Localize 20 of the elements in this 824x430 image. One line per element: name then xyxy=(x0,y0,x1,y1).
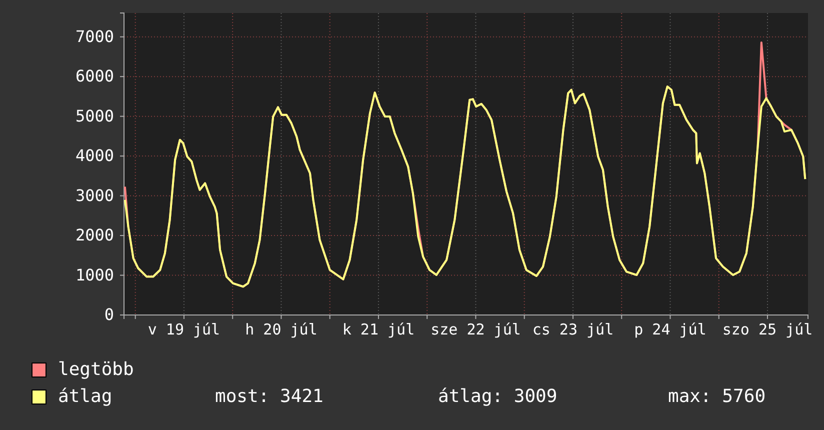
y-tick-label: 5000 xyxy=(75,106,114,126)
legend-label: legtöbb xyxy=(58,359,134,380)
y-tick-label: 2000 xyxy=(75,226,114,245)
y-tick-label: 4000 xyxy=(75,146,114,166)
y-tick-label: 6000 xyxy=(75,66,114,86)
x-tick-label: sze 22 júl xyxy=(430,320,521,339)
y-tick-label: 3000 xyxy=(75,186,114,205)
y-tick-label: 7000 xyxy=(75,26,114,46)
x-tick-label: cs 23 júl xyxy=(532,320,614,339)
x-tick-label: szo 25 júl xyxy=(722,320,813,339)
y-tick-label: 0 xyxy=(104,305,114,324)
text: most: 3421 xyxy=(215,386,324,407)
text: átlag: 3009 xyxy=(438,386,558,407)
x-tick-label: h 20 júl xyxy=(245,320,318,339)
text: max: 5760 xyxy=(668,386,766,407)
legend-label: átlag xyxy=(58,386,112,407)
x-tick-label: k 21 júl xyxy=(342,320,415,339)
x-tick-label: v 19 júl xyxy=(148,320,220,339)
y-tick-label: 1000 xyxy=(75,265,114,284)
x-tick-label: p 24 júl xyxy=(634,320,706,339)
